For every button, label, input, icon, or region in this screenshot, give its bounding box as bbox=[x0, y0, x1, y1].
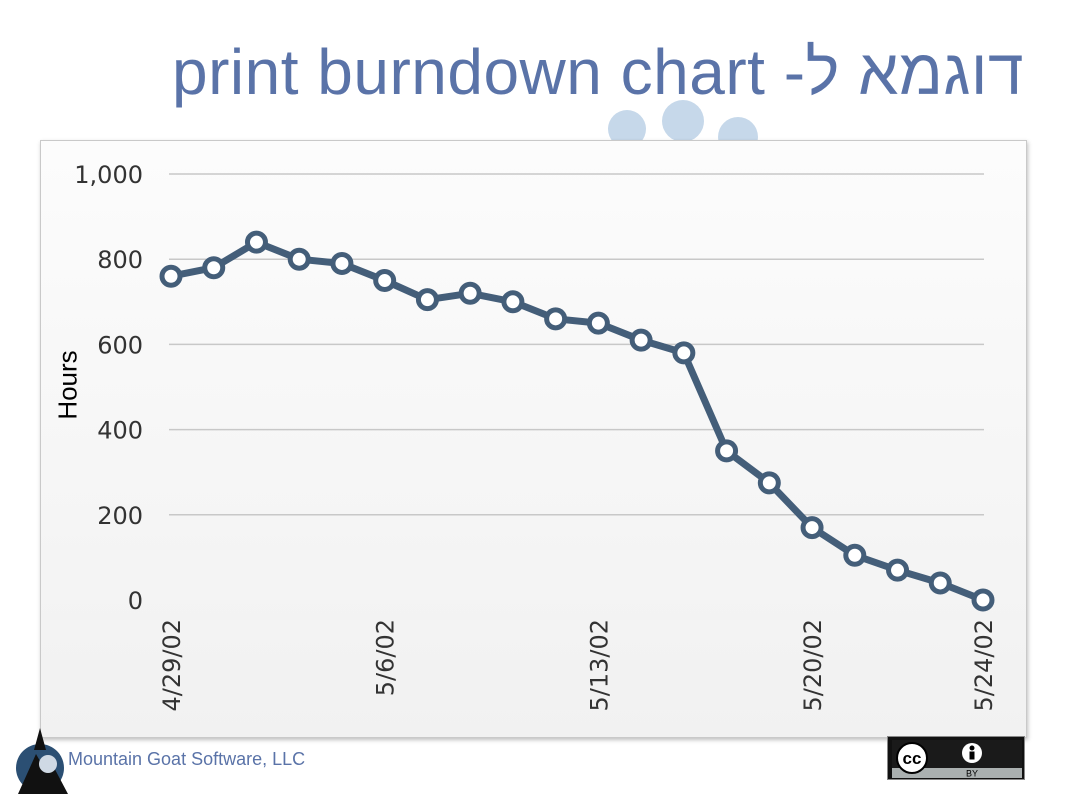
grid-lines bbox=[169, 173, 984, 516]
license-badge-text: BY bbox=[966, 769, 978, 779]
data-point bbox=[244, 230, 268, 254]
data-point bbox=[501, 290, 525, 314]
y-tick-label: 0 bbox=[128, 587, 143, 615]
chart-panel: 0 200 400 600 800 1,000 4/29/02 5/6/02 5/13/02 5… bbox=[40, 140, 1027, 738]
y-tick-label: 800 bbox=[97, 246, 143, 274]
y-axis-label: Hours bbox=[48, 330, 88, 440]
data-point bbox=[757, 471, 781, 495]
slide-title-english: print burndown chart bbox=[171, 36, 766, 108]
data-point bbox=[928, 571, 952, 595]
data-point bbox=[800, 516, 824, 540]
data-point bbox=[373, 269, 397, 292]
data-point bbox=[586, 311, 610, 335]
data-point bbox=[415, 288, 439, 312]
data-point bbox=[330, 251, 354, 275]
data-point bbox=[458, 281, 482, 305]
data-point bbox=[544, 307, 568, 331]
bubble-2 bbox=[662, 100, 704, 142]
data-point bbox=[629, 328, 653, 352]
y-tick-label: 1,000 bbox=[74, 161, 143, 189]
y-axis-label-text: Hours bbox=[52, 350, 83, 420]
x-tick-label: 5/6/02 bbox=[372, 619, 400, 696]
data-point bbox=[287, 247, 311, 271]
slide-title: print burndown chart דוגמא ל- bbox=[172, 36, 1024, 108]
x-tick-label: 5/24/02 bbox=[970, 619, 998, 712]
x-tick-label: 5/13/02 bbox=[585, 619, 613, 712]
x-tick-label: 5/20/02 bbox=[799, 619, 827, 712]
y-tick-labels: 0 200 400 600 800 1,000 bbox=[74, 161, 143, 615]
data-point bbox=[672, 341, 696, 365]
data-point bbox=[971, 588, 995, 612]
creative-commons-by-icon: cc BY bbox=[887, 736, 1025, 780]
x-tick-label: 4/29/02 bbox=[158, 619, 186, 712]
data-point bbox=[202, 256, 226, 280]
data-point bbox=[715, 439, 739, 463]
svg-text:cc: cc bbox=[903, 749, 922, 768]
company-name: Mountain Goat Software, LLC bbox=[68, 749, 306, 769]
series-hours bbox=[159, 230, 995, 612]
data-point bbox=[843, 543, 867, 567]
y-tick-label: 400 bbox=[97, 417, 143, 445]
y-tick-label: 600 bbox=[97, 331, 143, 359]
slide-title-hebrew: דוגמא ל- bbox=[783, 36, 1024, 108]
mountain-goat-logo-icon bbox=[16, 728, 68, 794]
burndown-chart: 0 200 400 600 800 1,000 4/29/02 5/6/02 5/13/02 5… bbox=[74, 161, 998, 712]
data-point bbox=[159, 264, 183, 288]
y-tick-label: 200 bbox=[97, 502, 143, 530]
data-point bbox=[886, 558, 910, 582]
x-tick-labels: 4/29/02 5/6/02 5/13/02 5/20/02 5/24/02 bbox=[158, 619, 998, 712]
